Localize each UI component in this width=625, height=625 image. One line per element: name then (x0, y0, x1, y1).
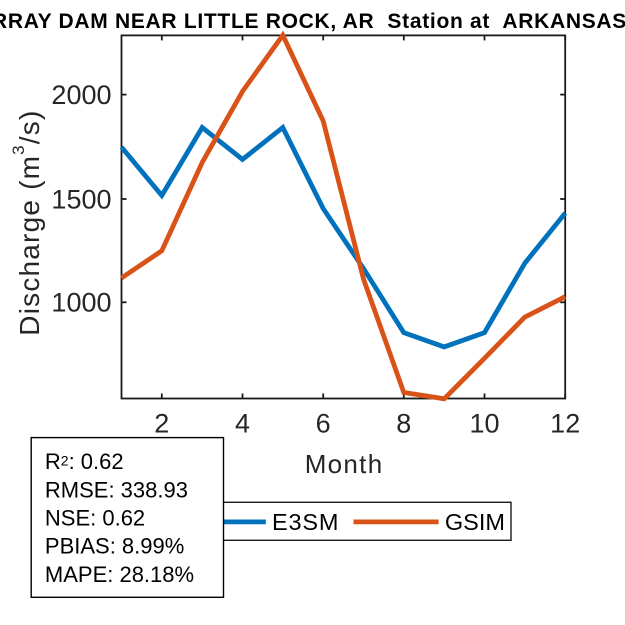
svg-text:10: 10 (469, 409, 499, 439)
svg-text:1000: 1000 (51, 288, 111, 318)
svg-text:NSE: 0.62: NSE: 0.62 (45, 506, 145, 531)
svg-text:RRAY DAM NEAR LITTLE ROCK, AR: RRAY DAM NEAR LITTLE ROCK, AR Station at… (0, 10, 625, 33)
svg-text:RMSE: 338.93: RMSE: 338.93 (45, 477, 188, 502)
svg-text:GSIM: GSIM (445, 509, 505, 535)
svg-text:E3SM: E3SM (272, 509, 339, 535)
svg-text:4: 4 (235, 409, 250, 439)
svg-text:Discharge (m3/s): Discharge (m3/s) (9, 109, 45, 335)
svg-text:2: 2 (154, 409, 169, 439)
svg-text:R2: 0.62: R2: 0.62 (45, 449, 124, 474)
svg-text:12: 12 (550, 409, 580, 439)
svg-text:6: 6 (316, 409, 331, 439)
svg-text:8: 8 (396, 409, 411, 439)
svg-text:PBIAS: 8.99%: PBIAS: 8.99% (45, 534, 184, 559)
svg-text:Month: Month (305, 449, 384, 479)
svg-text:2000: 2000 (51, 80, 111, 110)
svg-text:MAPE: 28.18%: MAPE: 28.18% (45, 562, 194, 587)
svg-text:1500: 1500 (51, 184, 111, 214)
